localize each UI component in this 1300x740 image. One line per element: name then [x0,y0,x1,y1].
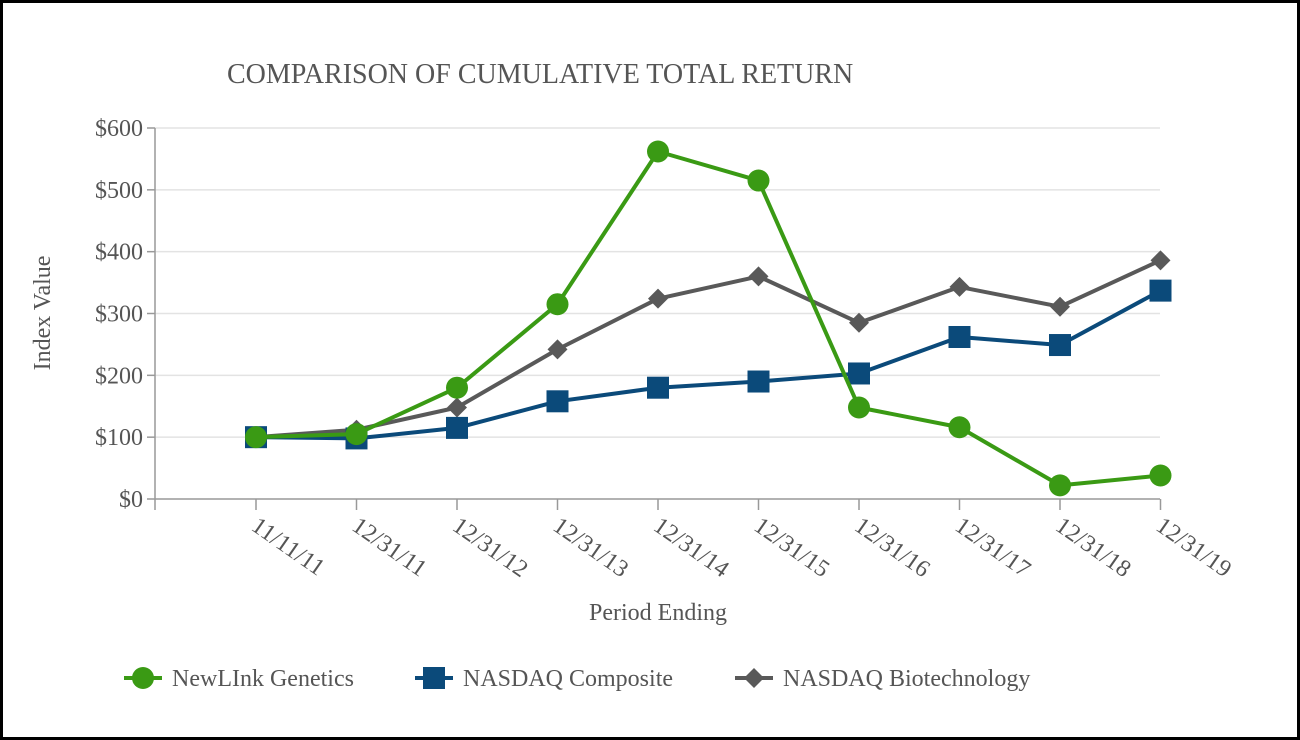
x-tick-label-7: 12/31/17 [950,513,1035,583]
x-axis-label: Period Ending [589,600,727,626]
series-0-point-8 [1049,474,1071,497]
y-tick-label-0: $0 [119,487,143,513]
x-tick-label-9: 12/31/19 [1151,513,1236,583]
x-tick-label-6: 12/31/16 [850,513,935,583]
series [245,140,1172,497]
y-tick-label-100: $100 [95,425,143,451]
legend-marker-2 [744,668,764,688]
series-0-point-4 [647,140,669,163]
y-tick-label-600: $600 [95,116,143,142]
series-0-point-7 [948,416,971,439]
y-tick-label-200: $200 [95,363,143,389]
y-axis-label: Index Value [30,256,56,371]
series-2-point-9 [1150,250,1171,271]
series-1-point-6 [848,362,870,385]
y-tick-labels: $0 $100 $200 $300 $400 $500 $600 [95,116,143,513]
chart-title: COMPARISON OF CUMULATIVE TOTAL RETURN [227,59,853,90]
x-tick-label-8: 12/31/18 [1051,513,1136,583]
x-tick-label-5: 12/31/15 [749,513,834,583]
series-2-point-5 [748,266,769,287]
series-line-0 [255,149,1161,488]
series-line-2 [255,258,1162,440]
series-2-point-3 [547,339,568,360]
series-0-point-5 [747,169,770,192]
y-tick-label-400: $400 [95,240,143,266]
series-1-point-8 [1049,334,1071,357]
series-line-1 [255,288,1162,441]
axes [147,127,1162,510]
series-2-point-7 [949,276,970,297]
series-0-point-9 [1149,464,1172,487]
legend-item-2: NASDAQ Biotechnology [735,666,1030,692]
x-tick-label-0: 11/11/11 [247,513,330,582]
legend-item-1: NASDAQ Composite [415,666,673,692]
x-tick-label-1: 12/31/11 [347,513,431,583]
series-2-point-4 [648,288,668,309]
series-2 [246,250,1171,448]
x-tick-labels: 11/11/11 12/31/11 12/31/12 12/31/13 12/31/14… [247,513,1236,583]
legend-label-2: NASDAQ Biotechnology [783,666,1030,692]
y-tick-label-500: $500 [95,178,143,204]
x-tick-label-2: 12/31/12 [448,513,533,583]
x-tick-label-4: 12/31/14 [649,513,734,583]
series-1-point-5 [747,370,770,393]
legend: NewLInk Genetics NASDAQ Composite NASDAQ B… [124,666,1030,692]
legend-marker-1 [423,667,445,689]
series-0-point-2 [446,376,468,399]
series-1-point-3 [546,390,569,413]
series-2-point-2 [447,397,467,418]
series-0-point-0 [245,426,267,449]
series-0-point-1 [345,423,368,446]
x-tick-label-3: 12/31/13 [548,513,633,583]
legend-item-0: NewLInk Genetics [124,666,354,692]
legend-marker-0 [132,667,154,689]
series-0-point-6 [848,396,870,419]
series-1-point-4 [647,376,669,399]
series-0-point-3 [546,293,569,316]
series-1-point-7 [948,325,971,348]
series-1-point-2 [446,416,468,439]
legend-label-0: NewLInk Genetics [172,666,354,692]
series-1-point-9 [1149,279,1172,302]
legend-label-1: NASDAQ Composite [463,666,673,692]
y-tick-label-300: $300 [95,302,143,328]
series-2-point-6 [849,312,869,333]
series-2-point-8 [1050,296,1070,317]
series-0 [245,140,1172,497]
